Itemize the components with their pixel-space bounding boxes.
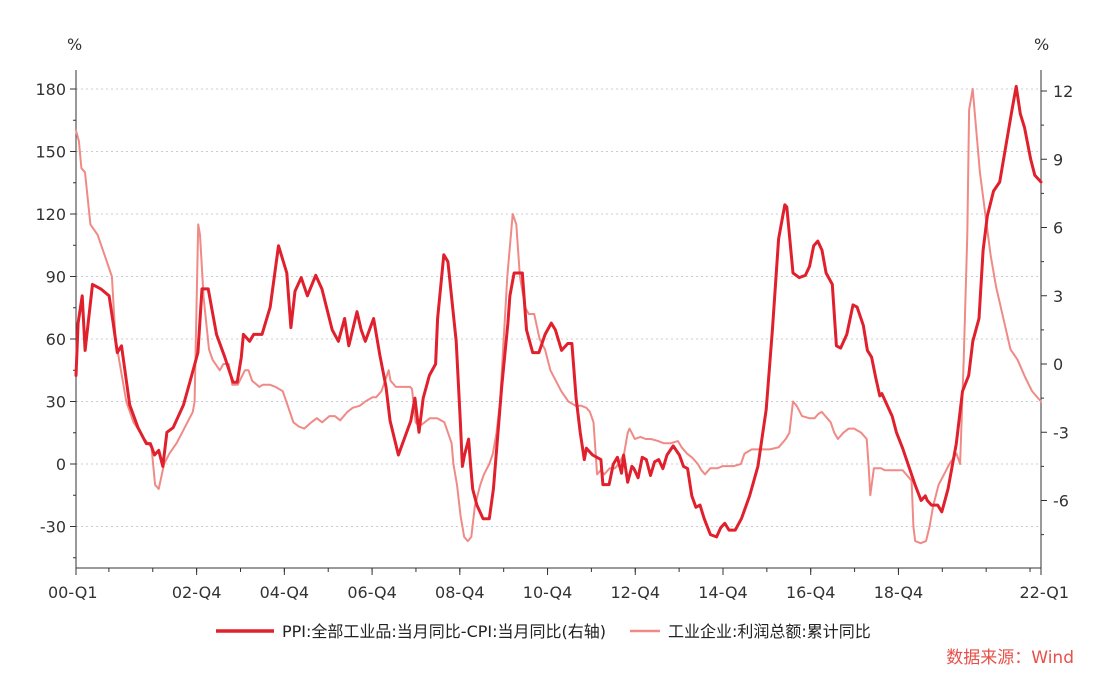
- right-tick-label: 12: [1053, 82, 1073, 101]
- left-tick-label: 60: [46, 330, 66, 349]
- x-tick-label: 14-Q4: [698, 583, 748, 602]
- x-tick-label: 00-Q1: [48, 583, 98, 602]
- right-axis-unit: %: [1034, 35, 1049, 54]
- x-tick-label: 02-Q4: [172, 583, 222, 602]
- series-line-profit: [75, 88, 1042, 545]
- series-line-ppi-cpi: [74, 84, 1043, 539]
- left-axis-unit: %: [67, 35, 82, 54]
- right-tick-label: 0: [1053, 355, 1063, 374]
- x-tick-labels: 00-Q1 02-Q4 04-Q4 06-Q4 08-Q4 10-Q4 12-Q4 14-Q4…: [48, 568, 1069, 602]
- x-tick-label: 22-Q1: [1020, 583, 1070, 602]
- x-tick-label: 18-Q4: [874, 583, 924, 602]
- x-tick-label: 16-Q4: [786, 583, 836, 602]
- legend-label-profit: 工业企业:利润总额:累计同比: [668, 622, 871, 641]
- x-tick-label: 06-Q4: [347, 583, 397, 602]
- left-tick-label: 0: [56, 455, 66, 474]
- legend: PPI:全部工业品:当月同比-CPI:当月同比(右轴) 工业企业:利润总额:累计…: [216, 622, 871, 641]
- right-tick-label: 6: [1053, 219, 1063, 238]
- x-tick-label: 10-Q4: [523, 583, 573, 602]
- right-tick-label: 3: [1053, 287, 1063, 306]
- left-tick-label: 150: [35, 143, 66, 162]
- right-tick-label: 9: [1053, 150, 1063, 169]
- x-tick-label: 12-Q4: [611, 583, 661, 602]
- series-lines: [74, 84, 1043, 545]
- left-tick-label: -30: [40, 517, 66, 536]
- left-tick-label: 180: [35, 80, 66, 99]
- source-note: 数据来源：Wind: [946, 648, 1074, 668]
- right-tick-label: -3: [1053, 423, 1069, 442]
- right-tick-label: -6: [1053, 492, 1069, 511]
- left-tick-label: 120: [35, 205, 66, 224]
- left-tick-labels: 180 150 120 90 60 30 0 -30: [35, 80, 76, 559]
- gridlines: [76, 88, 1041, 527]
- left-tick-label: 90: [46, 268, 66, 287]
- legend-label-ppi-cpi: PPI:全部工业品:当月同比-CPI:当月同比(右轴): [282, 622, 606, 641]
- left-tick-label: 30: [46, 393, 66, 412]
- x-tick-label: 04-Q4: [260, 583, 310, 602]
- axes: [75, 70, 1042, 569]
- x-tick-label: 08-Q4: [435, 583, 485, 602]
- right-tick-labels: 12 9 6 3 0 -3 -6: [1041, 82, 1073, 536]
